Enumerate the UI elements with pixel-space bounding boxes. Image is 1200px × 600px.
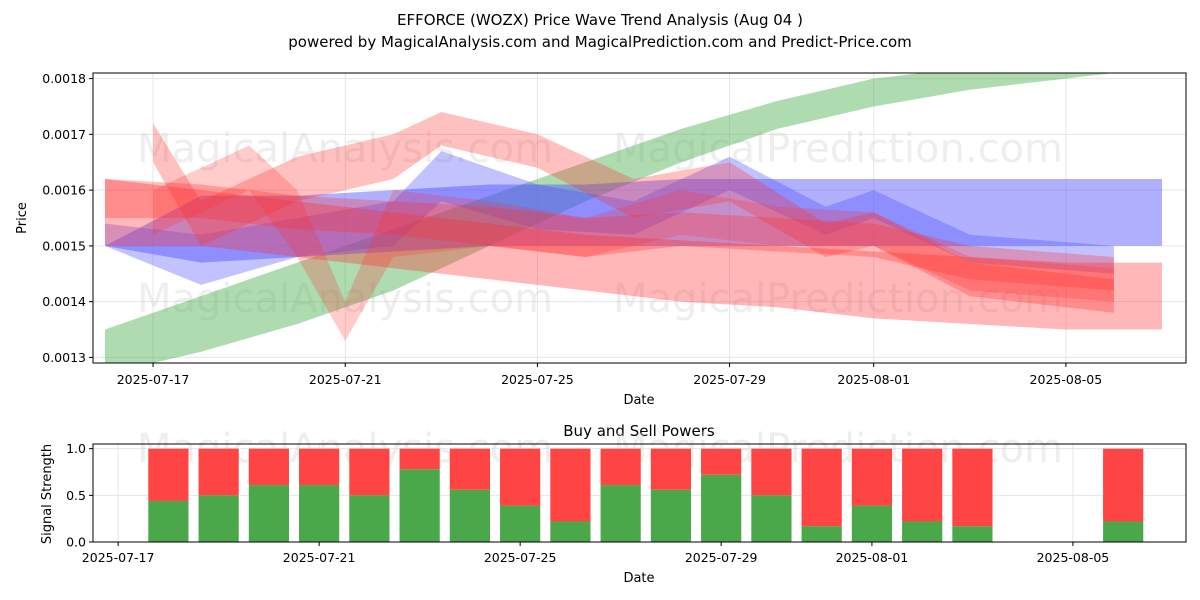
buy-bar: [349, 495, 390, 542]
price-y-tick-label: 0.0013: [42, 350, 86, 365]
buy-bar: [550, 521, 591, 542]
price-plot-frame: [92, 72, 1187, 364]
watermark-top-right: MagicalPrediction.com: [613, 126, 1063, 172]
buy-bar: [198, 495, 239, 542]
sell-bar: [952, 448, 993, 527]
sell-bar: [148, 448, 189, 501]
signal-ticks: 2025-07-17 2025-07-21 2025-07-25 2025-07-29…: [66, 441, 1109, 565]
signal-y-tick-label: 0.0: [66, 535, 86, 550]
buy-bar: [801, 526, 842, 542]
watermark-mid-left: MagicalAnalysis.com: [137, 276, 553, 322]
price-ticks: 2025-07-17 2025-07-21 2025-07-25 2025-07-29…: [42, 71, 1102, 387]
price-chart: MagicalAnalysis.com MagicalPrediction.co…: [15, 71, 1187, 408]
buy-bar: [449, 489, 490, 542]
price-x-tick-label: 2025-07-21: [309, 372, 382, 387]
sell-bar: [248, 448, 289, 486]
price-band-red: [153, 112, 1114, 313]
chart-subtitle: powered by MagicalAnalysis.com and Magic…: [288, 33, 912, 51]
price-band-red: [153, 145, 1114, 341]
price-x-tick-label: 2025-07-29: [693, 372, 766, 387]
price-x-tick-label: 2025-08-01: [837, 372, 910, 387]
buy-bar: [600, 485, 641, 542]
signal-x-tick-label: 2025-07-25: [484, 550, 557, 565]
sell-bar: [701, 448, 742, 475]
signal-x-axis-label: Date: [623, 571, 654, 586]
buy-bar: [500, 505, 541, 542]
price-y-tick-label: 0.0018: [42, 71, 86, 86]
signal-y-tick-label: 1.0: [66, 441, 86, 456]
sell-bar: [801, 448, 842, 527]
price-x-tick-label: 2025-07-17: [117, 372, 190, 387]
sell-bar: [449, 448, 490, 490]
price-y-axis-label: Price: [15, 202, 30, 234]
price-grid: [93, 73, 1186, 363]
sell-bar: [600, 448, 641, 486]
sell-bar: [1103, 448, 1144, 522]
price-bands: [105, 73, 1162, 363]
price-band-green: [105, 73, 1114, 363]
sell-bar: [349, 448, 390, 496]
buy-bar: [248, 485, 289, 542]
watermark-top-left: MagicalAnalysis.com: [137, 126, 553, 172]
buy-bar: [902, 521, 943, 542]
buy-bar: [701, 474, 742, 542]
sell-bar: [851, 448, 893, 506]
sell-bar: [399, 448, 440, 470]
signal-x-tick-label: 2025-07-17: [82, 550, 155, 565]
sell-bar: [650, 448, 692, 490]
price-band-blue: [105, 151, 1114, 285]
price-y-tick-label: 0.0016: [42, 183, 86, 198]
price-x-tick-label: 2025-08-05: [1030, 372, 1103, 387]
signal-y-tick-label: 0.5: [66, 488, 86, 503]
sell-bar: [198, 448, 239, 496]
buy-bar: [851, 505, 893, 542]
price-x-tick-label: 2025-07-25: [501, 372, 574, 387]
sell-bar: [751, 448, 792, 496]
buy-bar: [751, 495, 792, 542]
price-band-red: [105, 179, 1162, 330]
signal-chart: Buy and Sell Powers MagicalAnalysis.com …: [40, 422, 1187, 586]
sell-bar: [902, 448, 943, 522]
signal-y-axis-label: Signal Strength: [40, 444, 55, 544]
buy-bar: [1103, 521, 1144, 542]
price-y-tick-label: 0.0017: [42, 127, 86, 142]
buy-bar: [399, 469, 440, 542]
price-band-blue: [105, 179, 1162, 263]
signal-x-tick-label: 2025-07-21: [283, 550, 356, 565]
buy-bar: [148, 500, 189, 542]
signal-x-tick-label: 2025-07-29: [685, 550, 758, 565]
signal-plot-frame: [92, 443, 1187, 543]
signal-bars: [148, 448, 1144, 542]
chart-title: EFFORCE (WOZX) Price Wave Trend Analysis…: [397, 11, 803, 29]
sell-bar: [550, 448, 591, 522]
watermark-mid-right: MagicalPrediction.com: [613, 276, 1063, 322]
signal-x-tick-label: 2025-08-05: [1037, 550, 1110, 565]
signal-chart-title: Buy and Sell Powers: [563, 422, 715, 440]
buy-bar: [952, 526, 993, 542]
price-band-red: [105, 179, 1114, 291]
sell-bar: [500, 448, 541, 506]
buy-bar: [299, 485, 340, 542]
price-y-tick-label: 0.0014: [42, 294, 86, 309]
price-y-tick-label: 0.0015: [42, 238, 86, 253]
price-x-axis-label: Date: [623, 393, 654, 408]
buy-bar: [650, 489, 692, 542]
sell-bar: [299, 448, 340, 486]
signal-x-tick-label: 2025-08-01: [836, 550, 909, 565]
